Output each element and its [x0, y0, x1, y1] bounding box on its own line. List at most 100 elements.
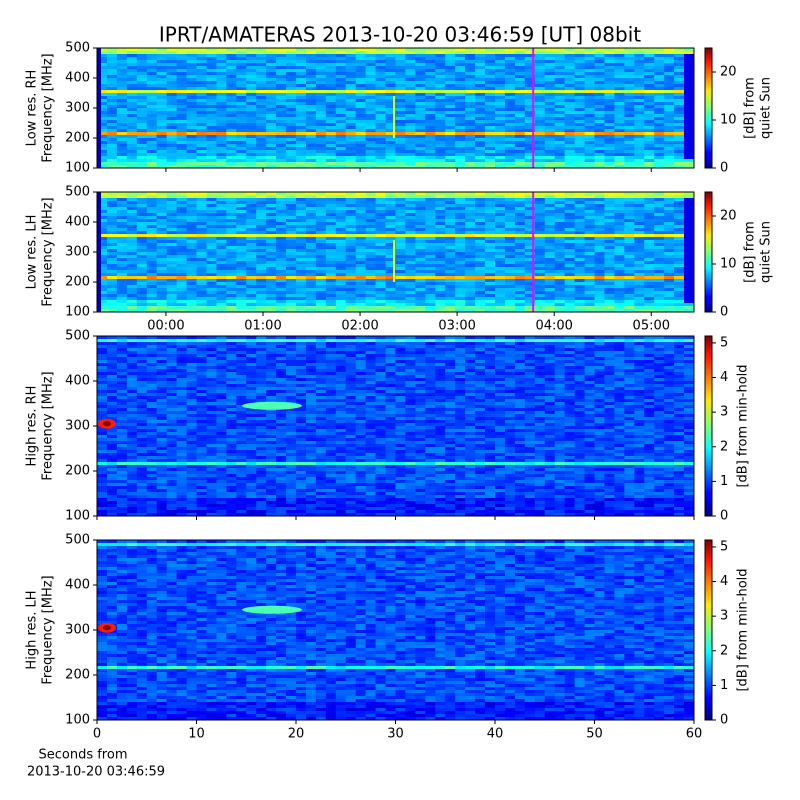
spectrogram-cell	[644, 225, 655, 229]
spectrogram-cell	[276, 159, 287, 163]
spectrogram-cell	[216, 153, 227, 157]
spectrogram-cell	[345, 237, 357, 241]
spectrogram-cell	[514, 117, 526, 121]
spectrogram-cell	[226, 120, 237, 124]
spectrogram-cell	[435, 339, 446, 343]
spectrogram-cell	[574, 123, 586, 127]
spectrogram-cell	[186, 138, 197, 142]
spectrogram-cell	[654, 276, 665, 280]
spectrogram-cell	[286, 207, 297, 211]
spectrogram-cell	[435, 105, 446, 109]
spectrogram-cell	[365, 135, 377, 139]
spectrogram-cell	[564, 279, 576, 283]
spectrogram-cell	[325, 291, 337, 295]
spectrogram-cell	[495, 282, 506, 286]
spectrogram-cell	[405, 69, 416, 73]
spectrogram-cell	[624, 267, 635, 271]
spectrogram-cell	[644, 216, 655, 220]
spectrogram-cell	[166, 192, 178, 196]
spectrogram-cell	[584, 276, 595, 280]
spectrogram-cell	[624, 195, 635, 199]
spectrogram-cell	[325, 339, 337, 343]
x-tick-label: 02:00	[341, 319, 378, 334]
spectrogram-cell	[166, 111, 178, 115]
spectrogram-cell	[495, 297, 506, 301]
spectrogram-cell	[425, 246, 436, 250]
spectrogram-cell	[296, 300, 307, 304]
spectrogram-cell	[266, 339, 277, 343]
spectrogram-cell	[236, 225, 247, 229]
spectrogram-cell	[574, 159, 586, 163]
spectrogram-cell	[614, 111, 625, 115]
spectrogram-cell	[634, 210, 645, 214]
spectrogram-cell	[186, 63, 197, 67]
spectrogram-cell	[106, 117, 118, 121]
spectrogram-cell	[216, 144, 227, 148]
spectrogram-cell	[664, 291, 675, 295]
spectrogram-cell	[684, 192, 695, 196]
spectrogram-cell	[554, 93, 566, 97]
spectrogram-cell	[206, 111, 217, 115]
spectrogram-cell	[315, 93, 327, 97]
spectrogram-cell	[206, 135, 217, 139]
spectrogram-cell	[375, 156, 387, 160]
spectrogram-cell	[634, 225, 645, 229]
spectrogram-cell	[226, 147, 237, 151]
spectrogram-cell	[375, 63, 387, 67]
spectrogram-cell	[256, 159, 267, 163]
spectrogram-cell	[644, 195, 655, 199]
spectrogram-cell	[256, 135, 267, 139]
spectrogram-cell	[664, 234, 675, 238]
spectrogram-cell	[126, 138, 138, 142]
spectrogram-cell	[345, 216, 357, 220]
spectrogram-cell	[405, 135, 416, 139]
spectrogram-cell	[405, 234, 416, 238]
spectrogram-cell	[296, 204, 307, 208]
spectrogram-cell	[425, 87, 436, 91]
spectrogram-cell	[216, 309, 227, 313]
spectrogram-cell	[216, 159, 227, 163]
spectrogram-cell	[236, 243, 247, 247]
spectrogram-cell	[465, 297, 476, 301]
spectrogram-cell	[315, 294, 327, 298]
spectrogram-cell	[266, 264, 277, 268]
spectrogram-cell	[514, 303, 526, 307]
spectrogram-cell	[286, 81, 297, 85]
spectrogram-cell	[345, 96, 357, 100]
spectrogram-cell	[246, 105, 257, 109]
spectrogram-cell	[395, 285, 406, 289]
spectrogram-cell	[415, 204, 426, 208]
spectrogram-cell	[664, 207, 675, 211]
spectrogram-cell	[475, 147, 486, 151]
spectrogram-cell	[146, 84, 158, 88]
spectrogram-cell	[375, 192, 387, 196]
spectrogram-cell	[156, 336, 168, 340]
spectrogram-cell	[564, 138, 576, 142]
spectrogram-cell	[176, 153, 188, 157]
spectrogram-cell	[544, 66, 556, 70]
spectrogram-cell	[485, 90, 496, 94]
spectrogram-cell	[156, 228, 168, 232]
spectrogram-cell	[315, 108, 327, 112]
spectrogram-cell	[186, 105, 197, 109]
spectrogram-cell	[345, 84, 357, 88]
spectrogram-cell	[455, 117, 466, 121]
spectrogram-cell	[355, 303, 367, 307]
spectrogram-cell	[176, 78, 188, 82]
spectrogram-cell	[246, 231, 257, 235]
spectrogram-cell	[634, 306, 645, 310]
spectrogram-cell	[644, 261, 655, 265]
spectrogram-cell	[614, 141, 625, 145]
spectrogram-cell	[355, 162, 367, 166]
spectrogram-cell	[246, 138, 257, 142]
spectrogram-cell	[286, 270, 297, 274]
spectrogram-cell	[315, 279, 327, 283]
spectrogram-cell	[455, 195, 466, 199]
spectrogram-cell	[196, 120, 207, 124]
spectrogram-cell	[654, 90, 665, 94]
spectrogram-cell	[365, 264, 377, 268]
spectrogram-cell	[286, 69, 297, 73]
spectrogram-cell	[524, 114, 536, 118]
spectrogram-cell	[465, 117, 476, 121]
spectrogram-cell	[246, 225, 257, 229]
